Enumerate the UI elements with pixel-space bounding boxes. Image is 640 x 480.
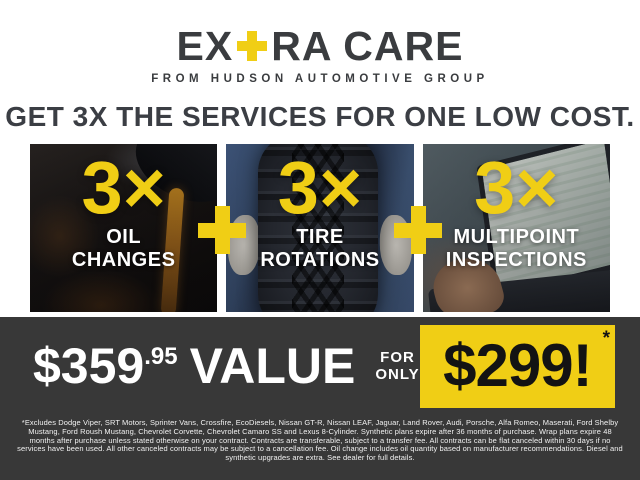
headline: GET 3X THE SERVICES FOR ONE LOW COST. bbox=[5, 101, 635, 132]
logo-text-prefix: EX bbox=[176, 23, 234, 69]
multipoint-inspection-photo bbox=[422, 144, 610, 312]
multipoint-multiplier: 3× bbox=[474, 146, 559, 229]
brand-logo: EX RA CARE bbox=[0, 24, 640, 68]
value-price-dollars: $359 bbox=[33, 338, 145, 394]
sale-price-asterisk: * bbox=[602, 327, 610, 349]
tire-label: TIRE ROTATIONS bbox=[226, 226, 413, 272]
for-label: FOR bbox=[380, 349, 415, 366]
value-label: VALUE bbox=[189, 338, 356, 394]
brand-tagline: FROM HUDSON AUTOMOTIVE GROUP bbox=[151, 73, 489, 85]
oil-label: OIL CHANGES bbox=[30, 226, 217, 272]
tire-label-line1: TIRE bbox=[296, 226, 344, 248]
for-only-label: FOR ONLY bbox=[375, 349, 419, 383]
sale-price: $299! bbox=[443, 332, 592, 399]
offer-bar: $359.95 VALUE FOR ONLY $299! * *Excludes … bbox=[0, 317, 640, 480]
oil-changes-panel: 3× OIL CHANGES bbox=[30, 144, 218, 312]
tire-rotations-text: 3× TIRE ROTATIONS bbox=[226, 144, 413, 312]
sale-price-box: $299! * bbox=[419, 324, 615, 408]
value-price-cents: .95 bbox=[144, 343, 178, 370]
tire-rotation-photo bbox=[226, 144, 414, 312]
photo-shade bbox=[30, 144, 218, 312]
multipoint-inspections-text: 3× MULTIPOINT INSPECTIONS bbox=[423, 144, 610, 312]
multipoint-label: MULTIPOINT INSPECTIONS bbox=[423, 226, 610, 272]
multipoint-label-line1: MULTIPOINT bbox=[453, 226, 580, 248]
multipoint-inspections-panel: 3× MULTIPOINT INSPECTIONS bbox=[422, 144, 610, 312]
only-label: ONLY bbox=[375, 366, 420, 383]
tire-label-line2: ROTATIONS bbox=[260, 249, 380, 271]
offer-row: $359.95 VALUE FOR ONLY $299! * bbox=[0, 324, 640, 408]
oil-label-line2: CHANGES bbox=[71, 249, 176, 271]
tire-shape bbox=[258, 144, 379, 312]
plus-icon bbox=[394, 206, 442, 254]
service-panels: 3× OIL CHANGES 3× TIRE ROTATIONS bbox=[30, 144, 610, 312]
oil-changes-text: 3× OIL CHANGES bbox=[30, 144, 217, 312]
oil-label-line1: OIL bbox=[106, 226, 142, 248]
value-price: $359.95 VALUE bbox=[33, 337, 355, 395]
disclaimer-text: *Excludes Dodge Viper, SRT Motors, Sprin… bbox=[17, 418, 623, 463]
logo-text-suffix: RA CARE bbox=[271, 23, 464, 69]
tire-multiplier: 3× bbox=[277, 146, 363, 229]
oil-multiplier: 3× bbox=[81, 146, 166, 229]
multipoint-label-line2: INSPECTIONS bbox=[445, 249, 587, 271]
plus-icon bbox=[198, 206, 246, 254]
oil-change-photo bbox=[30, 144, 218, 312]
logo-plus-icon bbox=[237, 31, 268, 61]
tire-rotations-panel: 3× TIRE ROTATIONS bbox=[226, 144, 414, 312]
